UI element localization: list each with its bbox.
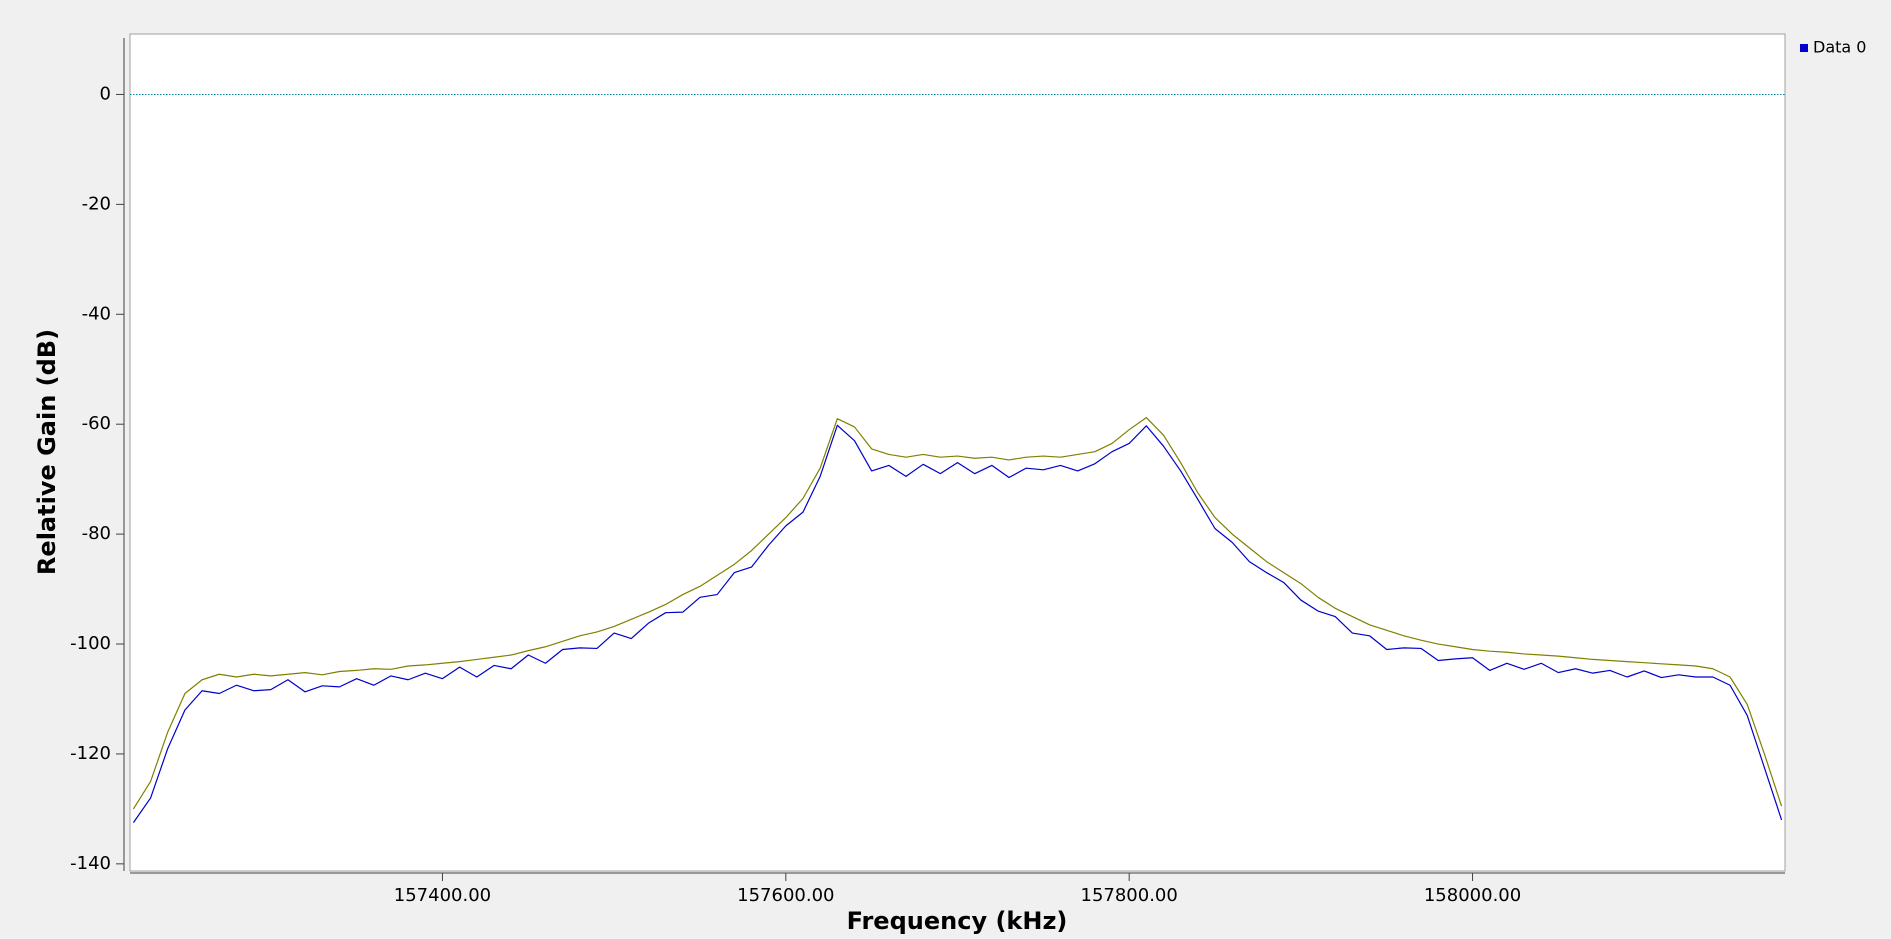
y-tick-label: -40 <box>82 303 111 324</box>
y-axis-title: Relative Gain (dB) <box>33 329 61 575</box>
y-tick-label: -20 <box>82 193 111 214</box>
y-tick-label: -140 <box>70 853 111 874</box>
series-line <box>132 417 1783 810</box>
y-tick-label: -120 <box>70 743 111 764</box>
y-tick-label: 0 <box>100 83 111 104</box>
y-tick-label: -80 <box>82 523 111 544</box>
x-tick-label: 157800.00 <box>1081 885 1178 906</box>
legend-swatch <box>1800 44 1808 52</box>
y-tick-label: -100 <box>70 633 111 654</box>
series-line <box>132 424 1783 823</box>
plot-area <box>129 33 1786 872</box>
x-tick-label: 157400.00 <box>394 885 491 906</box>
x-axis-title: Frequency (kHz) <box>847 907 1068 935</box>
x-tick-label: 158000.00 <box>1424 885 1521 906</box>
legend-label: Data 0 <box>1813 38 1866 57</box>
x-tick-label: 157600.00 <box>737 885 834 906</box>
y-tick-label: -60 <box>82 413 111 434</box>
